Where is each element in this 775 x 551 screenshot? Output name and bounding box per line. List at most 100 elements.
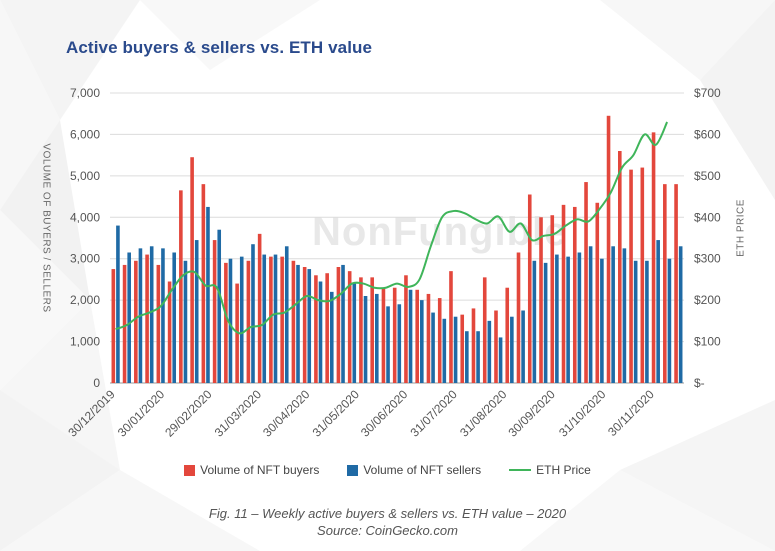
sellers-bar: [318, 281, 323, 383]
buyers-bar: [347, 271, 352, 383]
buyers-bar: [257, 233, 262, 383]
buyers-bar: [482, 277, 487, 383]
buyers-bar: [145, 254, 149, 383]
y-tick-label-right: $400: [694, 210, 721, 224]
legend-label-sellers: Volume of NFT sellers: [363, 463, 482, 477]
sellers-bar: [262, 254, 267, 383]
buyers-bar: [494, 310, 498, 383]
sellers-bar: [251, 244, 255, 383]
buyers-bar: [415, 289, 420, 383]
sellers-bar: [296, 264, 300, 383]
sellers-bar: [352, 283, 357, 383]
buyers-bar: [280, 256, 284, 383]
buyers-bar: [224, 262, 228, 383]
buyers-bar: [674, 184, 678, 383]
sellers-bar: [206, 206, 210, 383]
buyers-bar: [302, 267, 307, 383]
sellers-bar: [194, 240, 199, 383]
buyers-bar: [156, 264, 161, 383]
sellers-bar: [307, 269, 312, 383]
y-tick-label-right: $100: [694, 335, 721, 349]
buyers-bar: [314, 275, 318, 383]
legend-item-buyers: Volume of NFT buyers: [184, 463, 319, 477]
sellers-bar: [239, 256, 244, 383]
x-tick-label: 31/03/2020: [212, 387, 265, 440]
legend-swatch-buyers: [184, 464, 196, 476]
sellers-bar: [487, 320, 492, 383]
x-tick-label: 31/07/2020: [408, 387, 461, 440]
buyers-bar: [426, 293, 431, 383]
y-tick-label-right: $700: [694, 86, 721, 100]
chart-title: Active buyers & sellers vs. ETH value: [66, 38, 373, 57]
buyers-bar: [212, 240, 217, 383]
legend-swatch-sellers: [347, 464, 359, 476]
y-tick-label-left: 5,000: [70, 169, 100, 183]
sellers-bar: [510, 316, 514, 383]
buyers-bar: [561, 204, 566, 383]
sellers-bar: [127, 252, 131, 383]
sellers-bar: [116, 225, 120, 383]
legend-swatch-eth: [509, 469, 532, 471]
sellers-bar: [555, 254, 559, 383]
buyers-bar: [584, 182, 588, 383]
x-tick-label: 31/10/2020: [556, 387, 609, 440]
x-tick-label: 29/02/2020: [162, 387, 215, 440]
buyers-bar: [572, 206, 577, 383]
y-tick-label-left: 0: [93, 376, 100, 390]
sellers-bar: [498, 337, 503, 383]
x-tick-label: 30/04/2020: [260, 387, 313, 440]
x-tick-label: 30/11/2020: [605, 387, 657, 439]
sellers-bar: [656, 240, 660, 383]
sellers-bar: [149, 246, 154, 383]
sellers-bar: [442, 318, 447, 383]
figure-source: Source: CoinGecko.com: [317, 523, 458, 538]
sellers-bar: [408, 289, 413, 383]
sellers-bar: [577, 252, 582, 383]
sellers-bar: [600, 258, 604, 383]
buyers-bar: [134, 260, 138, 383]
sellers-bar: [678, 246, 683, 383]
buyers-bar: [640, 167, 645, 383]
sellers-bar: [397, 304, 402, 383]
buyers-bar: [527, 194, 532, 383]
sellers-bar: [228, 258, 233, 383]
sellers-bar: [611, 246, 615, 383]
figure-caption: Fig. 11 – Weekly active buyers & sellers…: [208, 506, 567, 521]
sellers-bar: [341, 264, 345, 383]
buyers-bar: [190, 157, 194, 383]
buyers-bar: [595, 202, 600, 383]
buyers-bar: [370, 277, 374, 383]
buyers-bar: [651, 132, 656, 383]
chart-legend: Volume of NFT buyers Volume of NFT selle…: [0, 463, 775, 477]
buyers-bar: [460, 314, 465, 383]
sellers-bar: [284, 246, 289, 383]
sellers-bar: [543, 262, 548, 383]
buyers-bar: [179, 190, 183, 383]
x-tick-label: 31/05/2020: [310, 387, 363, 440]
sellers-bar: [667, 258, 672, 383]
buyers-bar: [471, 308, 476, 383]
sellers-bar: [329, 291, 334, 383]
sellers-bar: [273, 254, 278, 383]
buyers-bar: [629, 169, 633, 383]
buyers-bar: [336, 267, 341, 383]
sellers-bar: [476, 331, 480, 383]
buyers-bar: [539, 217, 543, 383]
sellers-bar: [161, 248, 165, 383]
y-tick-label-right: $-: [694, 376, 705, 390]
y-tick-label-left: 1,000: [70, 335, 100, 349]
buyers-bar: [404, 275, 408, 383]
buyers-bar: [246, 260, 251, 383]
x-tick-label: 30/09/2020: [505, 387, 558, 440]
buyers-bar: [437, 298, 442, 383]
legend-item-eth: ETH Price: [509, 463, 591, 477]
sellers-bar: [645, 260, 649, 383]
y-tick-label-right: $600: [694, 127, 721, 141]
y-tick-label-left: 3,000: [70, 252, 100, 266]
legend-label-buyers: Volume of NFT buyers: [200, 463, 320, 477]
sellers-bar: [363, 296, 368, 383]
y-tick-label-left: 7,000: [70, 86, 100, 100]
buyers-bar: [516, 252, 521, 383]
buyers-bar: [167, 281, 172, 383]
legend-label-eth: ETH Price: [536, 463, 591, 477]
